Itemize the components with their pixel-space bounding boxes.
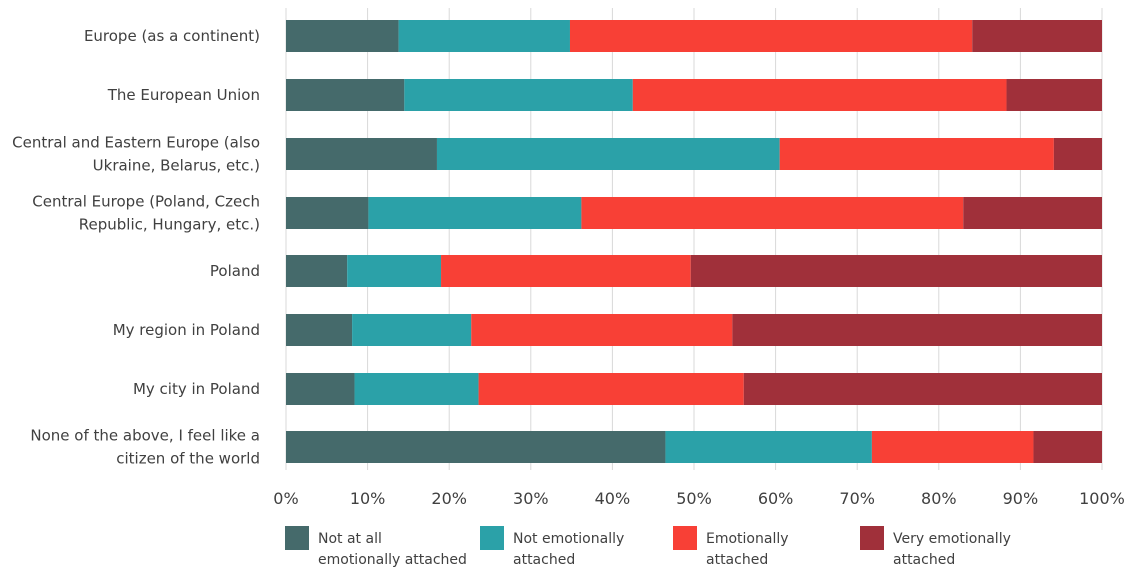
x-tick-label: 50% [676, 489, 712, 508]
bar-segment [471, 314, 733, 346]
x-tick-label: 10% [350, 489, 386, 508]
bar-segment [1006, 79, 1102, 111]
bar-segment [352, 314, 472, 346]
category-label: Central and Eastern Europe (also [12, 134, 260, 152]
bar-segment [972, 20, 1102, 52]
category-label: None of the above, I feel like a [30, 427, 260, 445]
x-tick-label: 40% [595, 489, 631, 508]
bar-segment [436, 138, 780, 170]
bar-segment [347, 255, 442, 287]
bar-segment [871, 431, 1034, 463]
bar-segment [581, 197, 964, 229]
x-tick-label: 60% [758, 489, 794, 508]
legend-label: attached [706, 552, 768, 568]
category-label: Europe (as a continent) [84, 27, 260, 45]
bar-segment [963, 197, 1102, 229]
legend-label: Not at all [318, 531, 382, 547]
legend-label: Emotionally [706, 531, 789, 547]
bar-segment [398, 20, 570, 52]
x-tick-label: 100% [1079, 489, 1125, 508]
bar-segment [1033, 431, 1102, 463]
bar-segment [404, 79, 633, 111]
bar-segment [779, 138, 1054, 170]
bar-segment [478, 373, 744, 405]
legend: Not at all emotionally attached Not emotio… [285, 526, 1011, 568]
category-label: Ukraine, Belarus, etc.) [93, 157, 260, 175]
bar-segment [743, 373, 1102, 405]
x-tick-label: 30% [513, 489, 549, 508]
category-label: citizen of the world [116, 450, 260, 468]
bar-segment [286, 79, 405, 111]
x-tick-label: 20% [431, 489, 467, 508]
legend-label: Not emotionally [513, 531, 624, 547]
bar-segment [286, 20, 399, 52]
x-tick-label: 90% [1003, 489, 1039, 508]
bar-segment [665, 431, 872, 463]
legend-swatch [673, 526, 697, 550]
bar-segment [690, 255, 1102, 287]
category-labels: Europe (as a continent) The European Unio… [12, 27, 260, 468]
x-tick-label: 0% [273, 489, 298, 508]
bar-segment [286, 197, 369, 229]
bar-segment [569, 20, 973, 52]
legend-label: attached [893, 552, 955, 568]
category-label: Central Europe (Poland, Czech [32, 193, 260, 211]
category-label: The European Union [107, 86, 260, 104]
category-label: My city in Poland [133, 380, 260, 398]
legend-label: Very emotionally [893, 531, 1011, 547]
category-label: Republic, Hungary, etc.) [79, 216, 260, 234]
bar-segment [286, 431, 666, 463]
bar-segment [286, 255, 348, 287]
legend-swatch [285, 526, 309, 550]
category-label: Poland [210, 262, 260, 280]
x-axis-tick-labels: 0% 10% 20% 30% 40% 50% 60% 70% 80% 90% 100% [273, 489, 1125, 508]
bar-segment [732, 314, 1102, 346]
bars [286, 20, 1102, 463]
category-label: My region in Poland [113, 321, 260, 339]
legend-swatch [860, 526, 884, 550]
bar-segment [354, 373, 479, 405]
x-tick-label: 70% [839, 489, 875, 508]
bar-segment [441, 255, 691, 287]
bar-segment [1053, 138, 1102, 170]
bar-segment [286, 314, 353, 346]
x-tick-label: 80% [921, 489, 957, 508]
legend-swatch [480, 526, 504, 550]
legend-label: attached [513, 552, 575, 568]
bar-segment [632, 79, 1007, 111]
bar-segment [286, 138, 437, 170]
legend-label: emotionally attached [318, 552, 467, 568]
bar-segment [286, 373, 355, 405]
bar-segment [368, 197, 582, 229]
